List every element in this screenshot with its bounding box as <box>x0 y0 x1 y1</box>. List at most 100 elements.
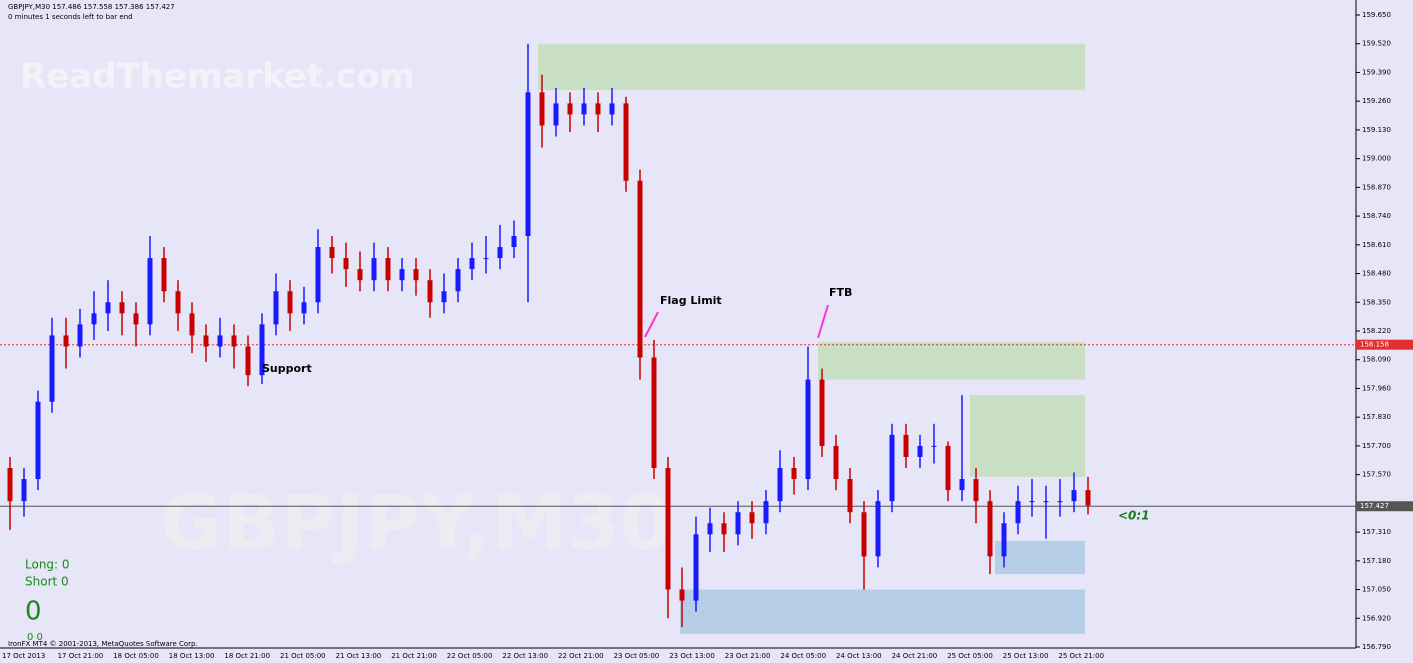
candle-body <box>945 445 951 491</box>
y-tick-label: 156.920 <box>1362 614 1391 622</box>
candle-body <box>1015 501 1021 524</box>
candle-body <box>357 269 363 281</box>
candle-body <box>581 103 587 115</box>
total-count: 0 <box>25 597 42 627</box>
x-tick-label: 22 Oct 05:00 <box>447 652 493 660</box>
candle-body <box>539 92 545 126</box>
candle-body <box>777 468 783 502</box>
candle-body <box>637 180 643 358</box>
zone <box>970 395 1085 477</box>
annotation: <0:1 <box>1118 509 1150 523</box>
candle-body <box>525 92 531 236</box>
candle-body <box>791 468 797 480</box>
candle-body <box>21 479 27 502</box>
candle-body <box>315 247 321 303</box>
candle-body <box>427 280 433 303</box>
candle-body <box>973 479 979 502</box>
candle-body <box>819 379 825 446</box>
arrow <box>644 311 659 338</box>
y-tick-label: 158.870 <box>1362 183 1391 191</box>
candle-body <box>553 103 559 126</box>
y-tick-label: 156.790 <box>1362 643 1391 651</box>
candle-body <box>483 258 489 260</box>
candle-body <box>161 258 167 292</box>
x-tick-label: 25 Oct 13:00 <box>1003 652 1049 660</box>
x-tick-label: 18 Oct 13:00 <box>169 652 215 660</box>
zone <box>995 540 1085 575</box>
candle-body <box>49 335 55 402</box>
candle-body <box>77 324 83 347</box>
zone <box>680 589 1085 634</box>
candle-body <box>1001 523 1007 557</box>
y-tick-label: 159.390 <box>1362 68 1391 76</box>
annotation: Support <box>262 362 312 375</box>
y-tick-label: 158.090 <box>1362 356 1391 364</box>
candle-body <box>1071 490 1077 502</box>
candle-body <box>805 379 811 480</box>
annotation: Flag Limit <box>660 294 722 307</box>
y-tick-label: 157.700 <box>1362 442 1391 450</box>
candle-body <box>413 269 419 281</box>
y-tick-label: 158.220 <box>1362 327 1391 335</box>
x-tick-label: 25 Oct 21:00 <box>1058 652 1104 660</box>
candle-body <box>343 258 349 270</box>
x-tick-label: 21 Oct 05:00 <box>280 652 326 660</box>
candle-body <box>385 258 391 281</box>
y-tick-label: 157.310 <box>1362 528 1391 536</box>
candle-body <box>707 523 713 535</box>
candle-body <box>63 335 69 347</box>
candle-body <box>1029 501 1035 503</box>
x-tick-label: 25 Oct 05:00 <box>947 652 993 660</box>
watermark: GBPJPY,M30 <box>160 478 673 567</box>
candle-body <box>119 302 125 314</box>
price-tag <box>1356 501 1413 512</box>
candle-body <box>651 357 657 469</box>
y-tick-label: 157.830 <box>1362 413 1391 421</box>
x-tick-label: 23 Oct 13:00 <box>669 652 715 660</box>
candle-body <box>595 103 601 115</box>
candle-body <box>399 269 405 281</box>
y-tick-label: 159.000 <box>1362 155 1391 163</box>
x-tick-label: 24 Oct 13:00 <box>836 652 882 660</box>
y-tick-label: 158.480 <box>1362 270 1391 278</box>
candle-body <box>903 434 909 457</box>
candle-body <box>497 247 503 259</box>
y-tick-label: 157.570 <box>1362 471 1391 479</box>
price-tag-label: 158.158 <box>1360 341 1389 349</box>
candle-body <box>763 501 769 524</box>
candle-body <box>1043 501 1049 503</box>
candle-body <box>147 258 153 325</box>
header: GBPJPY,M30 157.486 157.558 157.386 157.4… <box>8 3 175 11</box>
candle-body <box>917 445 923 457</box>
candle-body <box>623 103 629 181</box>
candle-body <box>245 346 251 376</box>
x-tick-label: 18 Oct 21:00 <box>224 652 270 660</box>
candle-body <box>1085 490 1091 506</box>
subheader: 0 minutes 1 seconds left to bar end <box>8 13 133 21</box>
candle-body <box>875 501 881 557</box>
candle-body <box>35 401 41 480</box>
copyright: IronFX MT4 © 2001-2013, MetaQuotes Softw… <box>8 640 198 648</box>
candle-body <box>721 523 727 535</box>
candle-body <box>847 479 853 513</box>
candle-body <box>609 103 615 115</box>
candle-body <box>665 468 671 590</box>
y-tick-label: 157.050 <box>1362 586 1391 594</box>
candle-body <box>203 335 209 347</box>
candle-body <box>133 313 139 325</box>
candle-body <box>91 313 97 325</box>
candle-body <box>693 534 699 601</box>
x-tick-label: 18 Oct 05:00 <box>113 652 159 660</box>
watermark: ReadThemarket.com <box>20 57 415 97</box>
y-tick-label: 158.610 <box>1362 241 1391 249</box>
candle-body <box>371 258 377 281</box>
price-tag-label: 157.427 <box>1360 502 1389 510</box>
candle-body <box>231 335 237 347</box>
candle-body <box>959 479 965 491</box>
candle-body <box>679 589 685 601</box>
x-tick-label: 22 Oct 13:00 <box>502 652 548 660</box>
x-tick-label: 23 Oct 21:00 <box>725 652 771 660</box>
y-tick-label: 159.130 <box>1362 126 1391 134</box>
